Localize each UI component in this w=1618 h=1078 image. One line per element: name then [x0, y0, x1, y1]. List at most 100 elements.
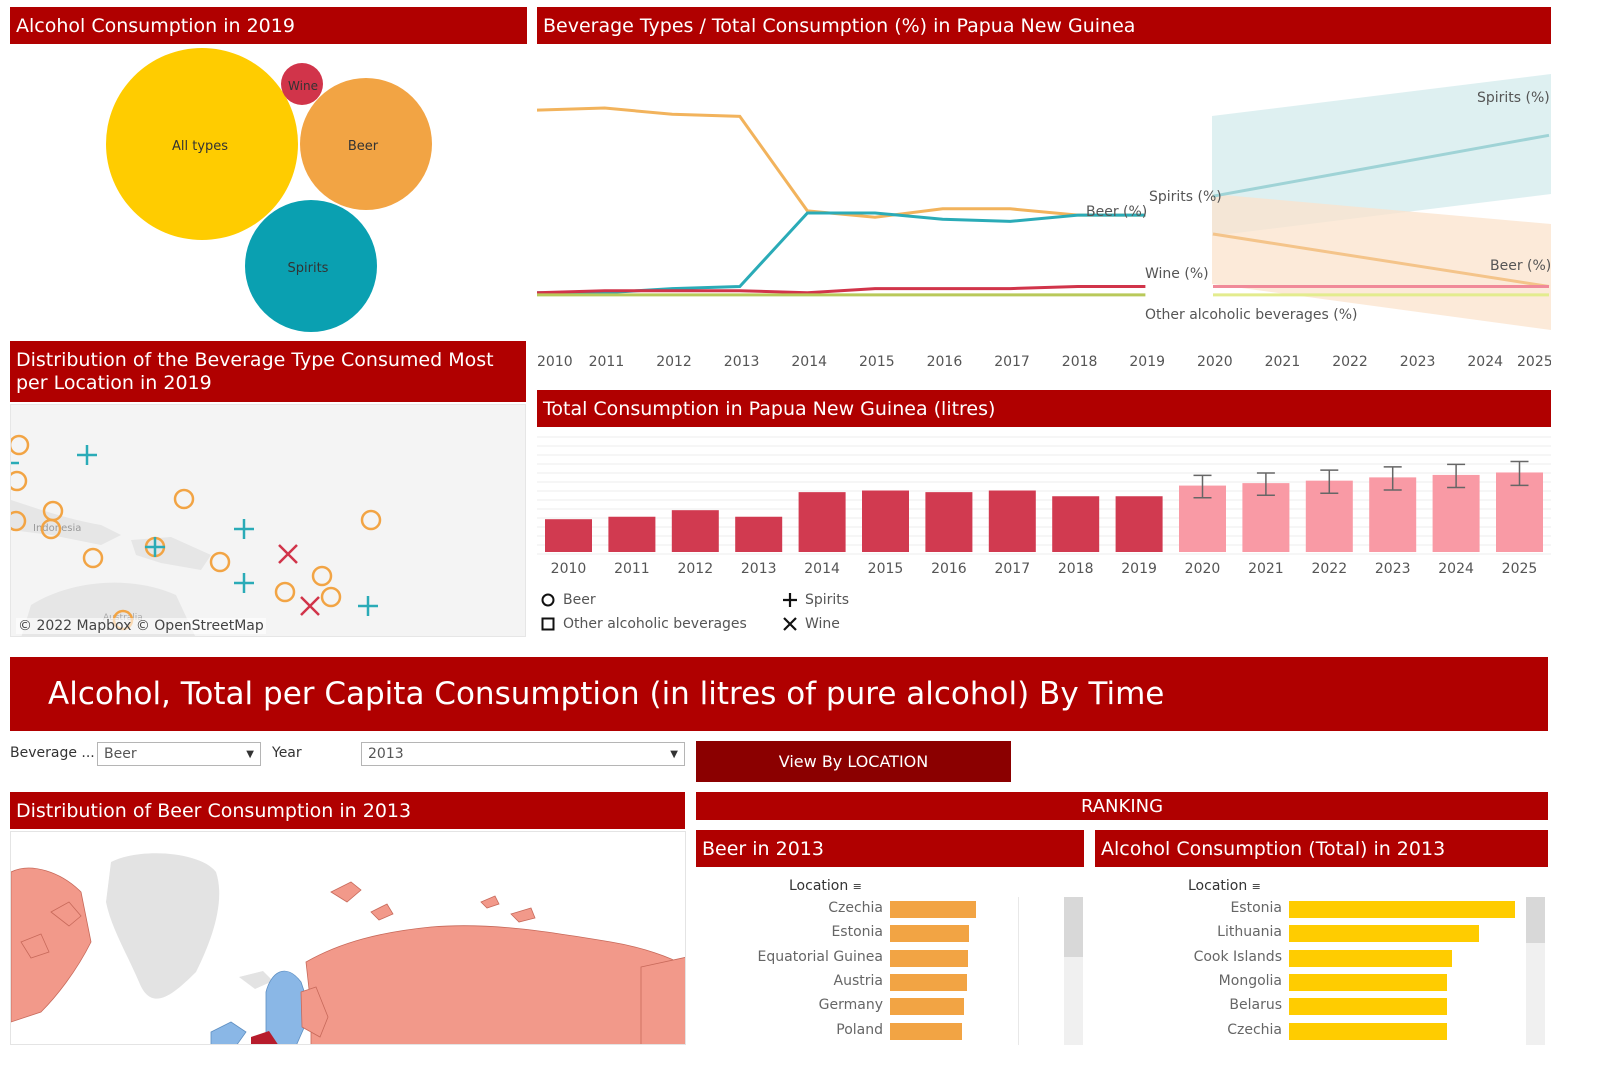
marker-wine[interactable]: [278, 544, 298, 564]
ranking-bar[interactable]: [1289, 973, 1448, 991]
marker-beer[interactable]: [209, 551, 231, 573]
beer-ranking-scroll-thumb[interactable]: [1064, 897, 1083, 957]
line-series-wine[interactable]: [537, 285, 1146, 295]
line-x-tick: 2021: [1265, 354, 1301, 370]
bar-x-tick: 2025: [1502, 561, 1538, 577]
ranking-bar[interactable]: [890, 1022, 963, 1040]
sort-icon: ≡: [1251, 880, 1261, 893]
error-bar-2021: [1256, 472, 1275, 497]
total-ranking-column-header[interactable]: Location ≡: [1188, 878, 1261, 894]
bubble-wine[interactable]: [281, 63, 323, 105]
marker-spirits[interactable]: [234, 573, 254, 593]
marker-beer[interactable]: [82, 547, 104, 569]
bubble-beer[interactable]: [300, 78, 432, 210]
total-ranking-scrollbar[interactable]: [1526, 897, 1545, 1045]
marker-beer[interactable]: [11, 470, 28, 492]
label-beer-forecast: Beer (%): [1490, 258, 1551, 274]
ranking-row-label[interactable]: Poland: [836, 1021, 883, 1038]
legend-spirits[interactable]: Spirits: [783, 592, 849, 608]
ranking-row-label[interactable]: Czechia: [1227, 1021, 1282, 1038]
marker-beer[interactable]: [11, 434, 30, 456]
marker-beer[interactable]: [320, 586, 342, 608]
line-series-spirits[interactable]: [537, 211, 1146, 295]
marker-beer[interactable]: [274, 581, 296, 603]
bar-2016[interactable]: [925, 492, 973, 552]
bubble-all-types[interactable]: [106, 48, 298, 240]
beverage-dropdown-value: Beer: [104, 746, 137, 762]
total-ranking-scroll-thumb[interactable]: [1526, 897, 1545, 943]
bar-2014[interactable]: [798, 492, 846, 552]
legend-other-label: Other alcoholic beverages: [563, 616, 747, 632]
ranking-bar[interactable]: [1289, 901, 1515, 918]
legend-wine[interactable]: Wine: [783, 616, 840, 632]
year-dropdown-value: 2013: [368, 746, 404, 762]
ranking-bar[interactable]: [890, 901, 977, 918]
main-banner: Alcohol, Total per Capita Consumption (i…: [10, 657, 1548, 731]
marker-spirits[interactable]: [77, 445, 97, 465]
beer-ranking-scrollbar[interactable]: [1064, 897, 1083, 1045]
marker-beer[interactable]: [311, 565, 333, 587]
bubble-spirits[interactable]: [245, 200, 377, 332]
ranking-bar[interactable]: [1289, 949, 1452, 967]
ranking-row-label[interactable]: Mongolia: [1218, 972, 1282, 989]
ranking-bar[interactable]: [1289, 1022, 1448, 1040]
ranking-row-label[interactable]: Lithuania: [1217, 924, 1282, 941]
line-x-tick: 2014: [791, 354, 827, 370]
ranking-bar[interactable]: [1289, 998, 1448, 1016]
bar-2010[interactable]: [545, 519, 592, 552]
ranking-row-label[interactable]: Austria: [833, 972, 883, 989]
bar-x-tick: 2020: [1185, 561, 1221, 577]
bar-x-tick: 2023: [1375, 561, 1411, 577]
line-x-tick: 2017: [994, 354, 1030, 370]
ranking-row-label[interactable]: Germany: [818, 997, 883, 1014]
marker-beer[interactable]: [360, 509, 382, 531]
legend-beer[interactable]: Beer: [541, 592, 596, 608]
mini-map-canvas: Indonesia Australia: [11, 434, 382, 636]
bar-2011[interactable]: [608, 516, 656, 552]
year-dropdown[interactable]: 2013 ▼: [361, 742, 685, 766]
legend-spirits-icon: [783, 593, 797, 607]
line-series-beer[interactable]: [537, 106, 1146, 219]
legend-other[interactable]: Other alcoholic beverages: [541, 616, 747, 632]
beer-ranking-column-header[interactable]: Location ≡: [789, 878, 862, 894]
ranking-bar[interactable]: [1289, 925, 1479, 943]
land-baltic: [210, 1021, 247, 1044]
ranking-row-label[interactable]: Estonia: [831, 924, 883, 941]
land-russia-islands: [330, 881, 536, 923]
bubble-panel-title: Alcohol Consumption in 2019: [10, 7, 527, 44]
ranking-row-label[interactable]: Estonia: [1230, 900, 1282, 916]
marker-beer[interactable]: [11, 510, 27, 532]
bar-2013[interactable]: [735, 516, 783, 552]
marker-wine[interactable]: [300, 596, 320, 616]
beverage-dropdown[interactable]: Beer ▼: [97, 742, 261, 766]
bar-2015[interactable]: [862, 490, 909, 553]
bar-2019[interactable]: [1115, 496, 1163, 552]
marker-beer[interactable]: [40, 518, 62, 540]
ranking-row-label[interactable]: Belarus: [1229, 997, 1282, 1014]
ranking-bar[interactable]: [890, 925, 970, 943]
mini-map[interactable]: Indonesia Australia: [10, 404, 526, 637]
bar-2017[interactable]: [988, 490, 1036, 553]
view-by-location-button[interactable]: View By LOCATION: [696, 741, 1011, 782]
marker-beer[interactable]: [173, 488, 195, 510]
world-map[interactable]: [10, 831, 686, 1045]
land-greenland: [106, 853, 220, 999]
error-bar-2024: [1447, 463, 1466, 489]
ranking-row-label[interactable]: Equatorial Guinea: [757, 948, 883, 965]
ranking-bar[interactable]: [890, 973, 968, 991]
ranking-bar[interactable]: [890, 949, 969, 967]
marker-spirits[interactable]: [358, 596, 378, 616]
ranking-row-label[interactable]: Czechia: [828, 900, 883, 916]
forecast-line-spirits[interactable]: [1212, 133, 1550, 198]
place-label-indonesia: Indonesia: [33, 523, 81, 534]
bar-panel-title: Total Consumption in Papua New Guinea (l…: [537, 390, 1551, 427]
marker-spirits[interactable]: [145, 537, 165, 557]
forecast-line-beer[interactable]: [1212, 232, 1550, 288]
ranking-row-label[interactable]: Cook Islands: [1193, 948, 1282, 965]
bar-x-tick: 2018: [1058, 561, 1094, 577]
bar-2018[interactable]: [1052, 496, 1100, 552]
bar-2012[interactable]: [671, 510, 719, 552]
marker-spirits[interactable]: [234, 519, 254, 539]
bar-x-tick: 2019: [1121, 561, 1157, 577]
ranking-bar[interactable]: [890, 998, 964, 1016]
